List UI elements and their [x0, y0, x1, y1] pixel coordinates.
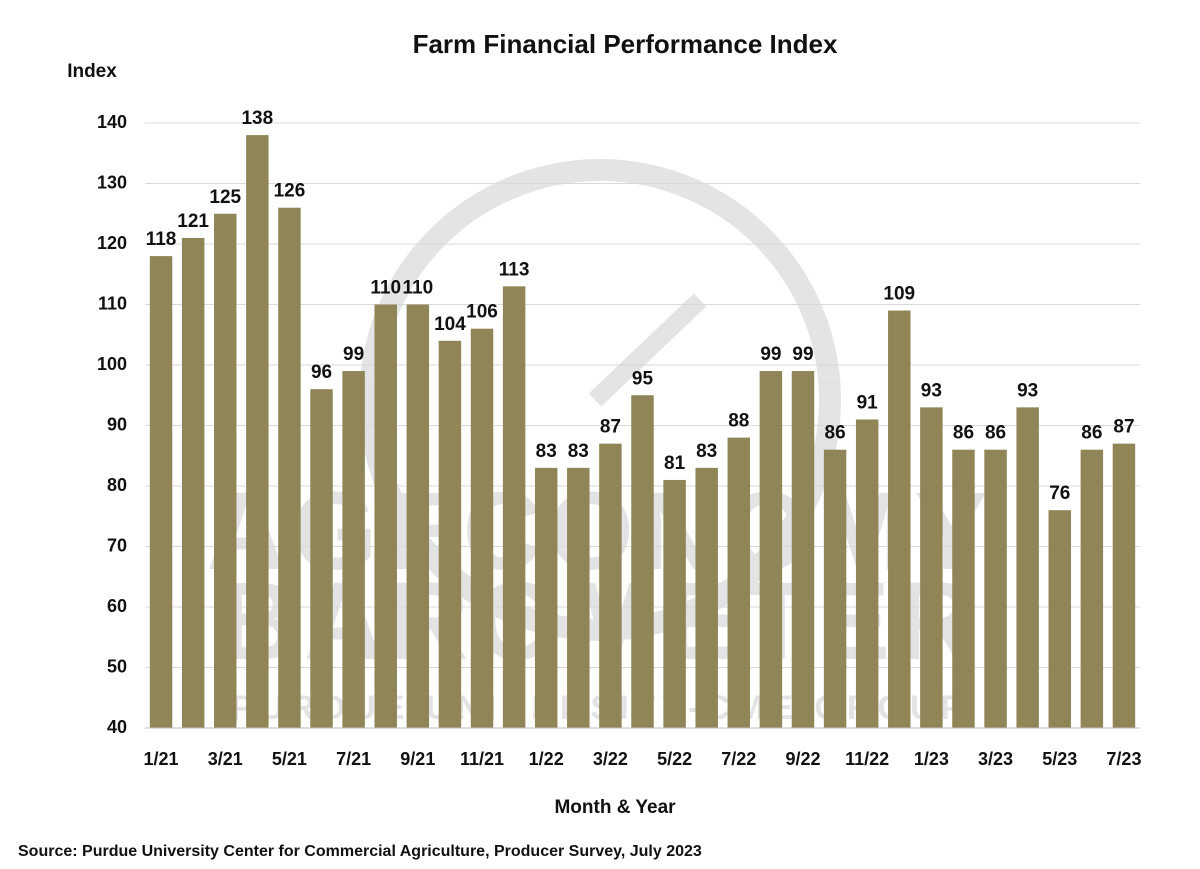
value-label: 118 — [146, 229, 177, 250]
value-label: 87 — [600, 417, 621, 438]
bar — [920, 407, 943, 728]
value-label: 81 — [664, 453, 686, 474]
value-label: 113 — [499, 259, 530, 280]
value-label: 86 — [1081, 423, 1102, 444]
bar — [181, 237, 205, 728]
x-tick-label: 7/23 — [1106, 749, 1141, 769]
bar — [1048, 510, 1071, 728]
y-tick-label: 110 — [98, 293, 127, 313]
x-tick-label: 9/22 — [785, 749, 820, 769]
bar — [342, 371, 365, 728]
y-tick-label: 130 — [97, 172, 127, 192]
value-label: 83 — [568, 441, 589, 462]
value-label: 95 — [632, 368, 654, 389]
value-label: 86 — [953, 423, 974, 444]
bar — [663, 479, 686, 728]
x-tick-label: 7/22 — [721, 749, 756, 769]
x-tick-label: 11/21 — [460, 749, 504, 769]
x-tick-label: 1/21 — [144, 749, 179, 769]
value-label: 88 — [728, 411, 749, 432]
value-label: 83 — [536, 441, 557, 462]
bar — [791, 371, 815, 728]
x-tick-label: 9/21 — [400, 749, 435, 769]
bar — [984, 449, 1007, 728]
y-axis-label: Index — [67, 61, 117, 82]
value-label: 76 — [1049, 483, 1070, 504]
y-tick-label: 60 — [107, 596, 127, 616]
y-tick-label: 70 — [107, 535, 127, 555]
chart-title: Farm Financial Performance Index — [413, 29, 838, 59]
value-label: 106 — [466, 302, 498, 323]
y-tick-label: 100 — [97, 354, 127, 374]
bar — [310, 389, 333, 728]
value-label: 93 — [921, 380, 942, 401]
bar — [470, 328, 494, 728]
bar — [631, 395, 654, 728]
bar — [695, 467, 718, 728]
bar — [214, 213, 237, 728]
value-label: 110 — [402, 278, 433, 299]
value-label: 86 — [985, 423, 1006, 444]
value-label: 93 — [1017, 380, 1038, 401]
bar — [534, 467, 558, 728]
y-tick-label: 140 — [97, 112, 127, 132]
y-tick-label: 90 — [107, 414, 127, 434]
y-tick-label: 80 — [107, 475, 127, 495]
bar — [727, 437, 751, 728]
bar — [1112, 443, 1136, 728]
y-tick-label: 40 — [107, 717, 127, 737]
value-label: 87 — [1113, 417, 1134, 438]
value-label: 86 — [825, 423, 846, 444]
value-label: 99 — [760, 344, 781, 365]
x-axis-label: Month & Year — [554, 797, 676, 818]
bar — [374, 304, 397, 728]
value-label: 99 — [343, 344, 364, 365]
y-tick-label: 50 — [107, 656, 127, 676]
value-label: 121 — [177, 211, 209, 232]
x-tick-label: 3/21 — [208, 749, 243, 769]
bar — [278, 207, 301, 728]
bar — [406, 304, 430, 728]
y-tick-label: 120 — [97, 233, 127, 253]
value-label: 126 — [274, 181, 306, 202]
value-label: 91 — [857, 392, 879, 413]
bar — [149, 256, 173, 728]
x-tick-label: 5/23 — [1042, 749, 1077, 769]
bar — [246, 135, 269, 729]
value-label: 83 — [696, 441, 717, 462]
value-label: 110 — [370, 278, 401, 299]
x-tick-label: 7/21 — [336, 749, 371, 769]
x-tick-label: 5/22 — [657, 749, 692, 769]
value-label: 104 — [434, 314, 466, 335]
bar — [759, 371, 783, 728]
source-note: Source: Purdue University Center for Com… — [18, 843, 702, 860]
x-tick-label: 1/23 — [914, 749, 949, 769]
value-label: 96 — [311, 362, 332, 383]
bar — [1016, 407, 1039, 728]
bar — [438, 340, 462, 728]
bar — [888, 310, 911, 728]
x-tick-label: 3/22 — [593, 749, 628, 769]
bar — [823, 449, 847, 728]
bar — [855, 419, 879, 728]
bar — [502, 286, 526, 728]
bar — [1080, 449, 1104, 728]
x-tick-label: 5/21 — [272, 749, 307, 769]
value-label: 125 — [209, 187, 241, 208]
bar — [599, 443, 622, 728]
value-label: 109 — [883, 284, 915, 305]
bar — [952, 449, 975, 728]
x-tick-label: 11/22 — [845, 749, 889, 769]
x-tick-label: 1/22 — [529, 749, 564, 769]
x-tick-label: 3/23 — [978, 749, 1013, 769]
value-label: 138 — [241, 108, 273, 129]
bar — [567, 467, 590, 728]
value-label: 99 — [792, 344, 813, 365]
watermark-needle — [588, 293, 707, 407]
